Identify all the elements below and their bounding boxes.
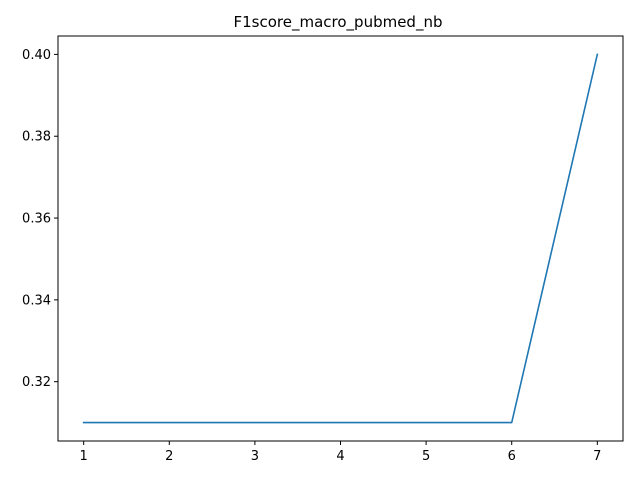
x-tick-label: 5 <box>422 449 430 464</box>
x-tick-label: 1 <box>80 449 88 464</box>
y-tick-label: 0.38 <box>22 130 51 145</box>
x-tick-label: 3 <box>251 449 259 464</box>
series-line-1 <box>82 53 599 424</box>
x-tick-label: 6 <box>508 449 516 464</box>
y-tick-label: 0.32 <box>22 375 51 390</box>
chart-title: F1score_macro_pubmed_nb <box>234 13 443 32</box>
plot-frame <box>57 35 624 442</box>
x-tick-label: 2 <box>165 449 173 464</box>
y-tick-label: 0.36 <box>22 212 51 227</box>
x-tick-label: 4 <box>336 449 344 464</box>
y-tick-label: 0.40 <box>22 48 51 63</box>
x-tick-label: 7 <box>593 449 601 464</box>
y-tick-label: 0.34 <box>22 293 51 308</box>
